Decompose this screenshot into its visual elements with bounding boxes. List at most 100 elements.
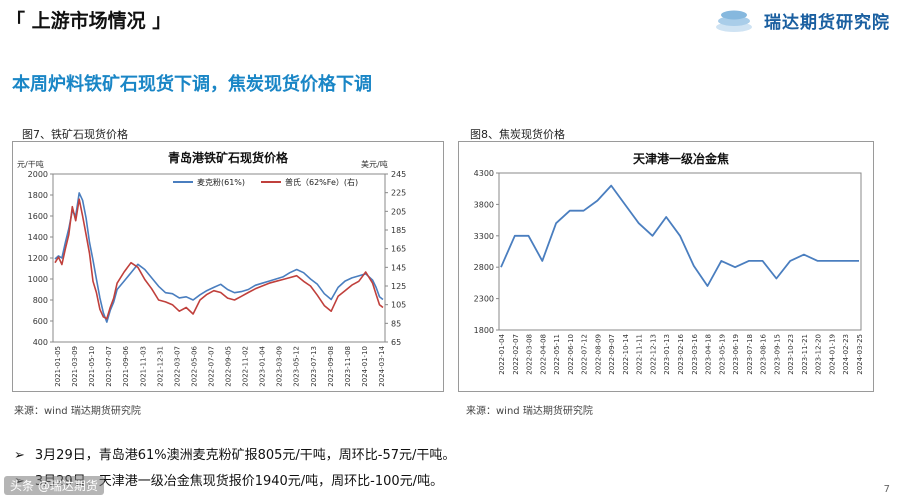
right-axis-unit: 美元/吨 [361,159,388,169]
x-tick-label: 2022-11-02 [242,346,250,387]
x-tick-label: 2021-09-06 [122,345,130,386]
x-tick-label: 2022-08-09 [594,334,602,375]
x-tick-label: 2023-11-21 [801,334,809,375]
chart-title: 青岛港铁矿石现货价格 [168,150,289,165]
x-tick-label: 2023-05-19 [718,334,726,375]
figure-8-source: 来源：wind 瑞达期货研究院 [466,406,593,417]
x-tick-label: 2024-03-14 [378,345,386,386]
x-tick-label: 2023-01-13 [663,334,671,375]
x-tick-label: 2022-03-08 [526,334,534,375]
x-tick-label: 2022-10-14 [622,333,630,374]
x-tick-label: 2022-03-07 [173,346,181,387]
headline: 本周炉料铁矿石现货下调，焦炭现货价格下调 [12,74,372,95]
x-tick-label: 2022-07-07 [207,346,215,387]
x-tick-label: 2023-05-12 [293,346,301,387]
x-tick-label: 2021-07-07 [105,346,113,387]
y-tick-label: 1000 [28,275,48,284]
x-tick-label: 2024-03-25 [856,334,864,375]
left-axis-unit: 元/干吨 [17,159,44,169]
figure-7-source: 来源：wind 瑞达期货研究院 [14,406,141,417]
x-tick-label: 2022-12-13 [649,334,657,375]
legend-label: 麦克粉(61%) [197,177,245,187]
y-tick-label: 600 [33,317,48,326]
y-right-tick-label: 225 [391,189,406,198]
y-right-tick-label: 145 [391,263,406,272]
coke-chart-svg: 天津港一级冶金焦 1800 2300 2800 3300 3800 4300 2022-01… [474,151,864,375]
x-tick-label: 2023-07-18 [746,334,754,375]
x-tick-label: 2023-03-09 [276,346,284,387]
x-tick-label: 2021-12-31 [156,346,164,387]
y-tick-label: 2300 [474,295,494,304]
y-right-tick-label: 85 [391,319,401,328]
y-tick-label: 1800 [474,326,494,335]
x-tick-label: 2021-03-09 [71,346,79,387]
y-tick-label: 4300 [474,169,494,178]
bullet-text: 3月29日，青岛港61%澳洲麦克粉矿报805元/干吨，周环比-57元/干吨。 [34,448,456,463]
brand-logo: 瑞达期货研究院 [710,5,890,35]
x-tick-label: 2024-01-19 [828,334,836,375]
y-right-tick-label: 65 [391,338,401,347]
x-tick-label: 2021-05-10 [88,346,96,387]
chart-title: 天津港一级冶金焦 [633,151,729,166]
x-tick-label: 2022-09-07 [608,334,616,375]
y-tick-label: 400 [33,338,48,347]
x-tick-label: 2022-09-05 [225,346,233,387]
x-tick-label: 2022-07-12 [581,334,589,375]
bullet-item: ➢ 3月29日，青岛港61%澳洲麦克粉矿报805元/干吨，周环比-57元/干吨。 [14,444,455,463]
x-tick-label: 2023-07-13 [310,346,318,387]
x-tick-label: 2023-02-16 [677,333,685,374]
y-tick-label: 3300 [474,232,494,241]
x-tick-label: 2022-11-11 [636,334,644,375]
figure-7-label: 图7、铁矿石现货价格 [22,128,128,141]
brand-name: 瑞达期货研究院 [764,12,890,33]
y-right-tick-label: 185 [391,226,406,235]
x-tick-label: 2023-09-08 [327,346,335,387]
slide-title: 「 上游市场情况 」 [6,10,172,32]
y-tick-label: 1800 [28,191,48,200]
x-tick-label: 2021-01-05 [54,346,62,387]
bullet-arrow-icon: ➢ [14,448,25,463]
figure-8-label: 图8、焦炭现货价格 [470,128,565,141]
iron-ore-chart-svg: 青岛港铁矿石现货价格 元/干吨 美元/吨 麦克粉(61%) 普氏（62%Fe）(… [17,150,406,387]
x-tick-label: 2023-12-20 [815,334,823,375]
x-tick-label: 2022-01-04 [498,333,506,374]
page-number: 7 [883,484,890,495]
x-tick-label: 2023-01-04 [259,345,267,386]
x-tick-label: 2024-02-23 [842,334,850,375]
x-tick-label: 2023-09-15 [773,334,781,375]
x-tick-label: 2022-02-07 [512,334,520,375]
watermark: 头条 @瑞达期货 [4,476,104,495]
y-tick-label: 3800 [474,200,494,209]
y-right-tick-label: 105 [391,301,406,310]
x-tick-label: 2022-04-08 [539,334,547,375]
y-right-tick-label: 245 [391,170,406,179]
y-right-tick-label: 125 [391,282,406,291]
x-tick-label: 2023-10-23 [787,334,795,375]
series-line-mcm [54,192,384,323]
x-tick-label: 2022-06-10 [567,334,575,375]
coke-chart: 天津港一级冶金焦 1800 2300 2800 3300 3800 4300 2022-01… [458,141,874,392]
y-tick-label: 2800 [474,263,494,272]
y-right-tick-label: 165 [391,245,406,254]
legend-label: 普氏（62%Fe）(右) [285,177,358,187]
x-tick-label: 2023-11-08 [344,346,352,387]
series-line-coke [500,184,859,287]
y-tick-label: 1600 [28,212,48,221]
x-tick-label: 2023-08-16 [760,333,768,374]
y-tick-label: 800 [33,296,48,305]
x-tick-label: 2022-05-11 [553,334,561,375]
x-tick-label: 2023-06-19 [732,334,740,375]
plot-area [498,172,862,331]
x-tick-label: 2022-05-06 [190,345,198,386]
y-right-tick-label: 205 [391,207,406,216]
coins-logo-icon [716,10,752,32]
x-tick-label: 2023-03-16 [691,333,699,374]
bullet-text: 3月29日，天津港一级冶金焦现货报价1940元/吨，周环比-100元/吨。 [34,474,444,489]
y-tick-label: 1200 [28,254,48,263]
iron-ore-chart: 青岛港铁矿石现货价格 元/干吨 美元/吨 麦克粉(61%) 普氏（62%Fe）(… [12,141,444,392]
x-tick-label: 2021-11-03 [139,346,147,387]
x-tick-label: 2024-01-10 [361,346,369,387]
series-line-platts [54,198,384,320]
y-tick-label: 2000 [28,170,48,179]
y-tick-label: 1400 [28,233,48,242]
